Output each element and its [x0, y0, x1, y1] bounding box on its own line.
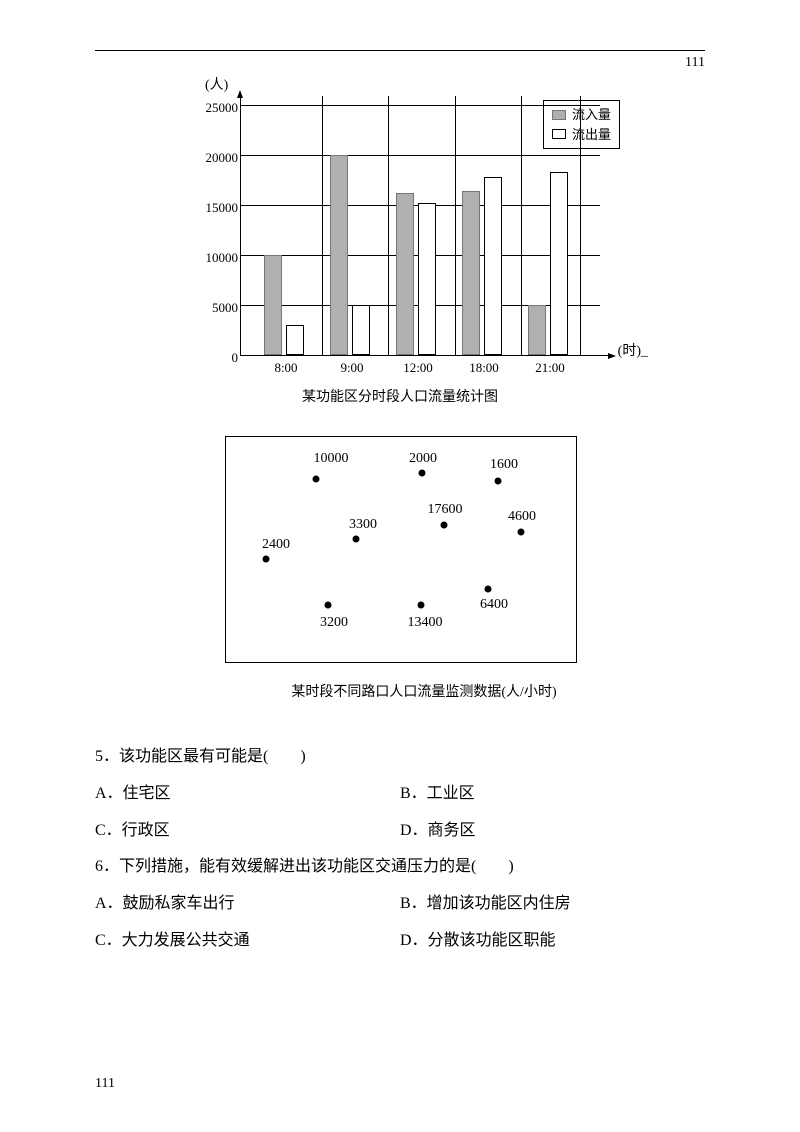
bar-inflow — [396, 193, 414, 355]
bar-inflow — [528, 305, 546, 355]
bar-outflow — [286, 325, 304, 355]
y-tick-label: 25000 — [198, 100, 238, 116]
y-tick-label: 20000 — [198, 150, 238, 166]
y-tick-label: 15000 — [198, 200, 238, 216]
scatter-title: 某时段不同路口人口流量监测数据(人/小时) — [273, 681, 575, 701]
bar-outflow — [550, 172, 568, 355]
q6-option-a: A．鼓励私家车出行 — [95, 886, 400, 923]
scatter-point — [353, 536, 360, 543]
scatter-point — [485, 586, 492, 593]
y-tick-mark — [240, 355, 244, 356]
scatter-point-label: 13400 — [408, 615, 443, 631]
header-rule — [95, 50, 705, 51]
legend-label-inflow: 流入量 — [572, 105, 611, 125]
scatter-point-label: 2000 — [409, 451, 437, 467]
scatter-point — [418, 602, 425, 609]
scatter-point-label: 17600 — [428, 502, 463, 518]
scatter-point — [263, 556, 270, 563]
bar-outflow — [418, 203, 436, 355]
grid-line-h — [240, 155, 600, 156]
y-axis-unit: (人) — [205, 74, 228, 94]
scatter-point-label: 10000 — [314, 451, 349, 467]
scatter-point-label: 6400 — [480, 597, 508, 613]
x-axis-line — [240, 355, 610, 356]
scatter-point — [495, 478, 502, 485]
grid-line-v — [322, 96, 323, 356]
scatter-point — [313, 476, 320, 483]
legend-label-outflow: 流出量 — [572, 125, 611, 145]
page-number-top: 111 — [95, 55, 705, 71]
scatter-figure: 10000 2000 1600 17600 4600 3300 2400 6400 13400 3… — [225, 436, 575, 701]
q5-stem: 5．该功能区最有可能是( ) — [95, 739, 705, 776]
y-axis-arrow-icon — [237, 90, 243, 98]
bar-inflow — [462, 191, 480, 355]
x-tick-label: 12:00 — [390, 360, 446, 376]
page-number-bottom: 111 — [95, 1076, 115, 1092]
scatter-point-label: 2400 — [262, 537, 290, 553]
x-tick-label: 21:00 — [522, 360, 578, 376]
grid-line-v — [521, 96, 522, 356]
bar-outflow — [352, 305, 370, 355]
q6-option-b: B．增加该功能区内住房 — [400, 886, 705, 923]
x-tick-label: 18:00 — [456, 360, 512, 376]
x-axis-unit: (时)_ — [618, 340, 648, 360]
y-axis-line — [240, 96, 241, 356]
legend-item-outflow: 流出量 — [552, 125, 611, 145]
grid-line-v — [455, 96, 456, 356]
legend-swatch-inflow-icon — [552, 110, 566, 120]
grid-line-v — [580, 96, 581, 356]
y-tick-label: 5000 — [198, 300, 238, 316]
q6-options-row1: A．鼓励私家车出行 B．增加该功能区内住房 — [95, 886, 705, 923]
x-tick-label: 9:00 — [324, 360, 380, 376]
q5-option-c: C．行政区 — [95, 813, 400, 850]
chart-legend: 流入量 流出量 — [543, 100, 620, 149]
legend-item-inflow: 流入量 — [552, 105, 611, 125]
grid-line-v — [388, 96, 389, 356]
scatter-point — [441, 522, 448, 529]
bar-inflow — [330, 155, 348, 355]
q6-option-d: D．分散该功能区职能 — [400, 923, 705, 960]
legend-swatch-outflow-icon — [552, 129, 566, 139]
q6-stem: 6．下列措施，能有效缓解进出该功能区交通压力的是( ) — [95, 849, 705, 886]
bar-chart-title: 某功能区分时段人口流量统计图 — [190, 386, 610, 406]
scatter-plot-box: 10000 2000 1600 17600 4600 3300 2400 6400 13400 3… — [225, 436, 577, 663]
q5-option-d: D．商务区 — [400, 813, 705, 850]
bar-outflow — [484, 177, 502, 355]
scatter-point — [325, 602, 332, 609]
grid-line-h — [240, 105, 600, 106]
bar-chart: (人) (时)_ 流入量 流出量 05000100001500020000250… — [190, 96, 610, 406]
x-axis-arrow-icon — [608, 353, 616, 359]
q5-option-a: A．住宅区 — [95, 776, 400, 813]
bar-inflow — [264, 255, 282, 355]
q5-options-row2: C．行政区 D．商务区 — [95, 813, 705, 850]
q6-options-row2: C．大力发展公共交通 D．分散该功能区职能 — [95, 923, 705, 960]
scatter-point-label: 3200 — [320, 615, 348, 631]
q5-option-b: B．工业区 — [400, 776, 705, 813]
scatter-point — [419, 470, 426, 477]
scatter-point — [518, 529, 525, 536]
x-tick-label: 8:00 — [258, 360, 314, 376]
bar-chart-plot: (人) (时)_ 流入量 流出量 05000100001500020000250… — [240, 96, 610, 356]
y-tick-label: 10000 — [198, 250, 238, 266]
scatter-point-label: 1600 — [490, 457, 518, 473]
q5-options-row1: A．住宅区 B．工业区 — [95, 776, 705, 813]
questions: 5．该功能区最有可能是( ) A．住宅区 B．工业区 C．行政区 D．商务区 6… — [95, 739, 705, 960]
q6-option-c: C．大力发展公共交通 — [95, 923, 400, 960]
y-tick-label: 0 — [198, 350, 238, 366]
scatter-point-label: 3300 — [349, 517, 377, 533]
page: 111 (人) (时)_ 流入量 流出量 0500010000150002000… — [0, 0, 800, 1132]
scatter-point-label: 4600 — [508, 509, 536, 525]
